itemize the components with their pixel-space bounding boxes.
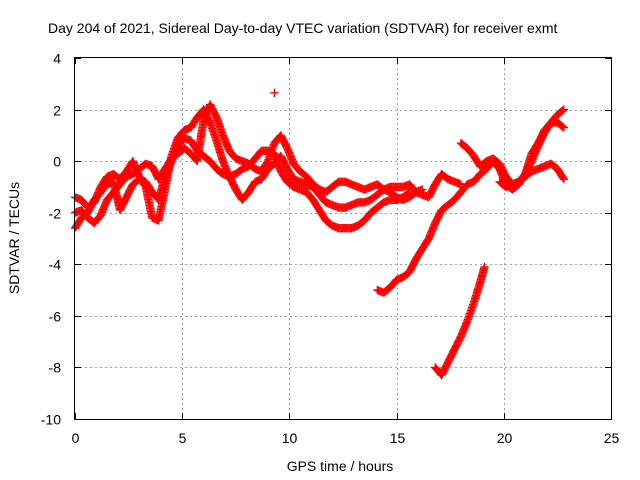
x-axis-title: GPS time / hours	[287, 458, 394, 474]
data-point	[558, 173, 568, 183]
series-track-e	[431, 262, 489, 380]
y-tick-label: -10	[41, 412, 61, 428]
data-point	[480, 262, 489, 272]
series-outlier	[270, 88, 279, 97]
data-point	[559, 175, 568, 184]
x-tick-label: 10	[282, 430, 298, 446]
x-tick-label: 0	[72, 430, 80, 446]
grid-lines	[75, 58, 611, 419]
y-tick-label: 0	[53, 154, 61, 170]
y-tick-label: 2	[53, 103, 61, 119]
y-tick-label: -2	[49, 206, 62, 222]
data-point	[270, 88, 279, 97]
y-tick-label: 4	[53, 51, 61, 67]
x-tick-label: 25	[604, 430, 620, 446]
chart-title: Day 204 of 2021, Sidereal Day-to-day VTE…	[48, 20, 557, 36]
y-tick-labels: -10 -8 -6 -4 -2 0 2 4	[41, 51, 61, 428]
x-tick-label: 5	[179, 430, 187, 446]
series-track-c	[70, 100, 466, 228]
axis-ticks	[75, 58, 612, 420]
y-tick-label: -8	[49, 360, 62, 376]
y-tick-label: -6	[49, 309, 62, 325]
data-point	[559, 105, 568, 114]
data-point	[559, 123, 568, 132]
data-series	[70, 88, 568, 380]
plot-frame	[74, 57, 612, 420]
data-point	[558, 122, 567, 131]
y-axis-title: SDTVAR / TECUs	[6, 182, 22, 294]
x-tick-label: 15	[390, 430, 406, 446]
x-tick-label: 20	[497, 430, 513, 446]
data-point	[558, 106, 567, 115]
y-tick-label: -4	[49, 257, 62, 273]
series-track-g	[495, 159, 568, 192]
x-tick-labels: 0 5 10 15 20 25	[72, 430, 620, 446]
